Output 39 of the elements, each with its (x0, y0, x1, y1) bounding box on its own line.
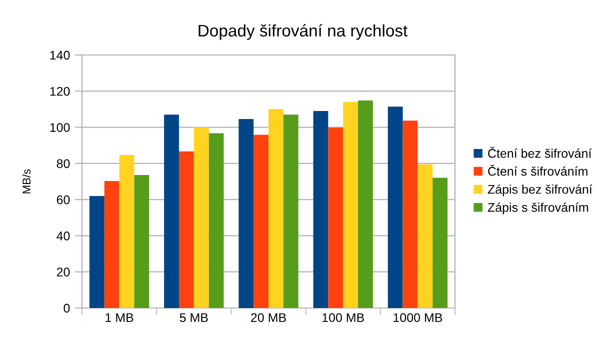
legend-label: Zápis s šifrováním (488, 202, 588, 214)
bar (208, 133, 224, 308)
x-tick-label: 5 MB (180, 313, 208, 322)
bar (119, 154, 134, 308)
y-tick-label: 60 (56, 195, 70, 204)
bar (254, 134, 268, 308)
legend-label: Čtení bez šifrování (488, 146, 592, 158)
bar (343, 102, 358, 308)
x-tick-label: 1000 MB (394, 313, 442, 322)
y-tick-label: 120 (50, 86, 70, 96)
y-tick-label: 40 (56, 232, 70, 240)
bar (178, 151, 194, 308)
bar (328, 128, 344, 308)
bar (402, 120, 418, 308)
chart-title: Dopady šifrování na rychlost (198, 24, 408, 40)
bar (164, 114, 179, 308)
bar (388, 106, 403, 308)
bar (418, 164, 433, 308)
bar (358, 100, 373, 308)
legend-label: Čtení s šifrováním (488, 164, 588, 176)
y-tick-label: 0 (64, 304, 70, 313)
y-tick-label: 100 (50, 123, 70, 132)
y-axis-title: MB/s (22, 169, 30, 194)
bar (283, 114, 298, 308)
y-tick-label: 140 (50, 50, 70, 60)
bar (89, 196, 104, 308)
y-tick-label: 20 (56, 268, 70, 277)
bar (313, 111, 328, 308)
bar (432, 178, 448, 308)
legend-label: Zápis bez šifrování (488, 184, 592, 196)
x-tick-label: 100 MB (322, 313, 364, 322)
bar (238, 118, 254, 308)
x-tick-label: 20 MB (251, 313, 286, 322)
bar (268, 109, 284, 308)
bar (104, 180, 120, 308)
bar (134, 174, 150, 308)
y-tick-label: 80 (56, 159, 70, 168)
bar (194, 127, 209, 308)
x-tick-label: 1 MB (106, 313, 134, 322)
